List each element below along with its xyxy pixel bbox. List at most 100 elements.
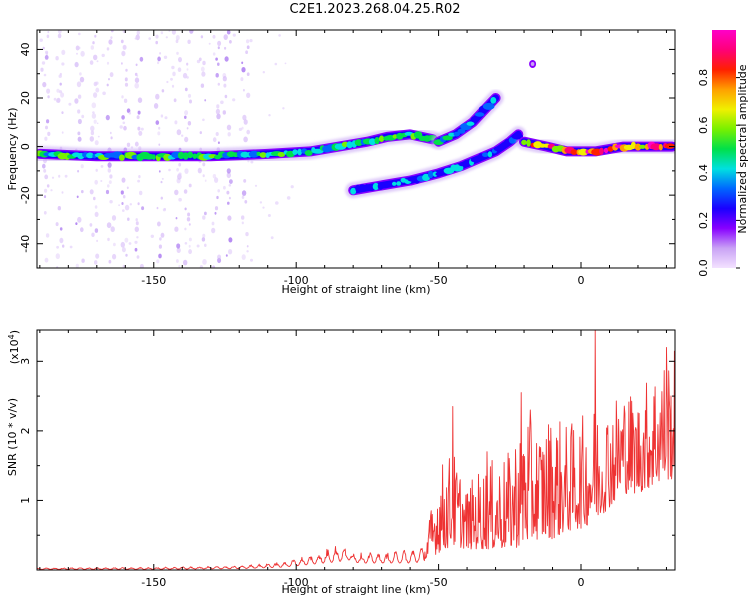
speckle-dot [267, 214, 271, 217]
speckle-dot [262, 206, 265, 209]
speckle-dot [74, 98, 79, 104]
speckle-dot [93, 54, 98, 61]
speckle-dot [69, 245, 73, 249]
speckle-dot [171, 84, 175, 88]
speckle-dot [229, 40, 232, 44]
speckle-dot [228, 237, 233, 243]
speckle-dot [58, 174, 61, 178]
speckle-dot [136, 30, 140, 35]
speckle-dot [148, 37, 151, 40]
band-blob [259, 152, 267, 158]
speckle-dot [223, 34, 228, 40]
speckle-dot [245, 232, 249, 237]
speckle-dot [259, 201, 263, 204]
band-blob [482, 152, 489, 157]
speckle-dot [110, 226, 115, 233]
speckle-dot [89, 136, 95, 142]
band-blob [292, 149, 298, 156]
speckle-dot [77, 131, 81, 136]
speckle-dot [124, 82, 129, 87]
speckle-dot [47, 30, 50, 34]
snr-panel: -150 -100 -50 0 1 2 3 Height of straight line … [6, 329, 676, 596]
speckle-dot [122, 195, 126, 199]
band-blob [457, 128, 466, 134]
speckle-dot [187, 39, 191, 44]
speckle-dot [244, 200, 248, 204]
speckle-dot [216, 195, 219, 200]
speckle-dot [158, 170, 161, 173]
speckle-dot [44, 136, 48, 141]
speckle-dot [278, 34, 281, 37]
band-blob [658, 144, 663, 151]
speckle-dot [108, 180, 112, 185]
speckle-dot [53, 97, 57, 101]
speckle-dot [184, 242, 188, 245]
speckle-dot [202, 174, 205, 178]
speckle-dot [246, 245, 249, 248]
speckle-dot [105, 189, 110, 195]
speckle-dot [55, 253, 60, 260]
speckle-dot [212, 265, 216, 268]
speckle-dot [109, 72, 114, 78]
band-main [37, 126, 441, 165]
speckle-dot [223, 185, 226, 190]
speckle-dot [79, 72, 82, 76]
snr-ylabel: SNR (10 * v/v) [6, 398, 19, 476]
speckle-dot [77, 216, 82, 223]
speckle-dot [59, 82, 62, 86]
speckle-dot [77, 46, 81, 50]
speckle-dot [94, 34, 97, 38]
speckle-dot [156, 206, 159, 210]
speckle-dot [96, 239, 98, 243]
speckle-dot [188, 223, 191, 226]
speckle-dot [126, 108, 131, 113]
band-blob [427, 170, 434, 179]
band-right-band [516, 133, 675, 160]
speckle-dot [224, 46, 227, 50]
speckle-dot [212, 34, 216, 39]
speckle-dot [45, 233, 50, 238]
band-blob [470, 116, 480, 123]
speckle-dot [188, 244, 191, 248]
speckle-dot [160, 196, 163, 200]
speckle-dot [78, 32, 81, 36]
speckle-dot [187, 121, 192, 126]
speckle-dot [177, 67, 182, 72]
speckle-dot [139, 56, 144, 62]
speckle-dot [160, 114, 164, 118]
band-blob [358, 184, 367, 192]
speckle-dot [75, 222, 78, 226]
speckle-dot [284, 62, 287, 65]
speckle-dot [204, 211, 207, 216]
speckle-dot [101, 53, 105, 58]
speckle-dot [134, 240, 138, 244]
speckle-dot [198, 57, 202, 62]
band-blob [240, 151, 250, 158]
speckle-dot [200, 35, 204, 39]
speckle-dot [128, 242, 132, 245]
speckle-dot [95, 253, 100, 259]
band-blob [501, 142, 506, 149]
y-tick-label: 1 [19, 497, 32, 504]
speckle-dot [175, 39, 179, 44]
speckle-dot [170, 77, 173, 81]
speckle-dot [57, 33, 62, 39]
snr-xlabel: Height of straight line (km) [281, 583, 430, 596]
speckle-dot [139, 263, 144, 268]
speckle-dot [57, 206, 61, 211]
speckle-dot [155, 40, 158, 45]
speckle-dot [156, 259, 160, 264]
band-blob [379, 135, 385, 142]
speckle-dot [111, 30, 114, 33]
speckle-dot [123, 98, 128, 104]
speckle-dot [202, 215, 206, 220]
speckle-dot [110, 136, 113, 140]
speckle-dot [222, 73, 227, 78]
speckle-dot [165, 36, 168, 39]
band-blob [639, 144, 646, 149]
speckle-dot [202, 118, 205, 122]
speckle-dot [201, 237, 206, 242]
speckle-dot [119, 125, 123, 129]
band-blob [350, 187, 357, 195]
band-blob [578, 148, 589, 156]
